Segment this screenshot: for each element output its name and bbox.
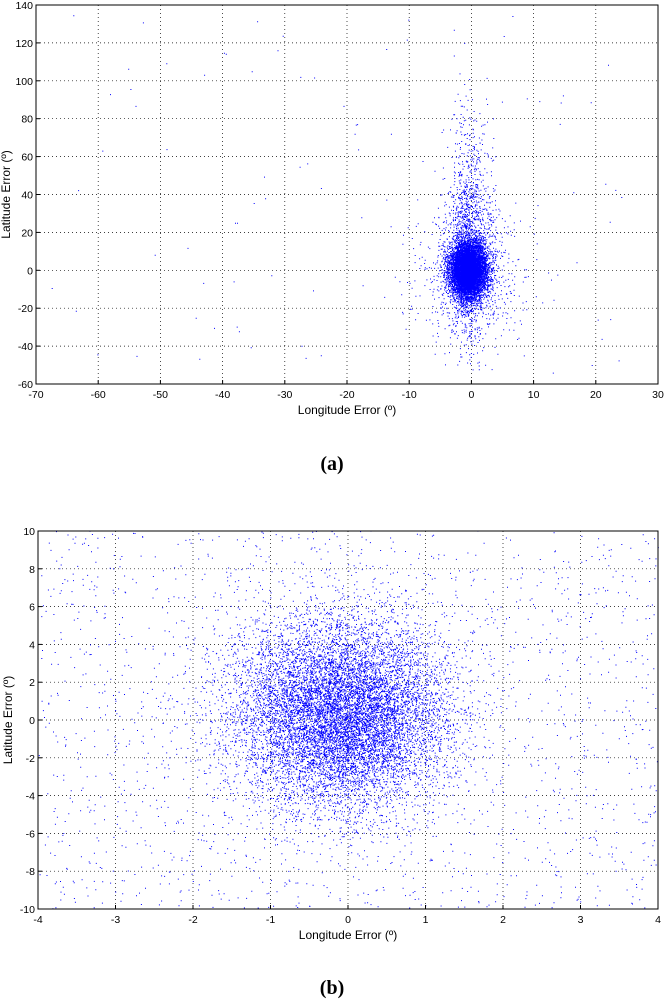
x-tick-label-b: 1 (423, 914, 429, 926)
grid-lines-b (38, 531, 658, 909)
y-tick-label-b: -8 (26, 866, 35, 878)
tick-labels-a: -70 -60 -50 -40 -30 -20 -10 0 10 20 30-60-40-20020… (15, 0, 664, 401)
scatter-point-set-b (38, 530, 659, 910)
y-tick-label-a: 120 (15, 38, 33, 50)
x-tick-label-a: 10 (528, 389, 540, 401)
y-tick-label-a: 140 (15, 0, 33, 12)
x-tick-label-a: -50 (153, 389, 168, 401)
x-tick-label-a: -60 (91, 389, 106, 401)
y-tick-label-a: -40 (18, 341, 33, 353)
x-tick-label-a: 30 (652, 389, 664, 401)
y-axis-label-a: Latitude Error (º) (0, 150, 13, 238)
y-tick-label-a: 80 (21, 114, 33, 126)
y-tick-label-a: 20 (21, 227, 33, 239)
y-tick-label-b: 6 (29, 602, 35, 614)
y-tick-label-b: 4 (29, 639, 35, 651)
y-tick-label-a: -60 (18, 379, 33, 391)
x-tick-label-b: 4 (655, 914, 661, 926)
x-tick-label-b: 0 (345, 914, 351, 926)
x-tick-label-a: -40 (215, 389, 230, 401)
y-tick-label-b: 2 (29, 677, 35, 689)
x-tick-label-a: 0 (468, 389, 474, 401)
x-tick-label-b: 2 (500, 914, 506, 926)
x-tick-label-b: -2 (188, 914, 197, 926)
panel-letter-b: b (326, 977, 337, 999)
panel-label-b: (b) (320, 977, 344, 999)
x-axis-label-a: Longitude Error (º) (298, 403, 396, 417)
scatter-points-b (38, 530, 659, 910)
x-tick-label-a: -70 (28, 389, 43, 401)
x-tick-label-a: 20 (590, 389, 602, 401)
panel-label-a: (a) (320, 453, 343, 475)
y-tick-label-a: -20 (18, 303, 33, 315)
scatter-panel-a: -70 -60 -50 -40 -30 -20 -10 0 10 20 30-60-40-20020… (0, 0, 664, 475)
x-axis-label-b: Longitude Error (º) (299, 928, 397, 942)
x-tick-label-a: -10 (402, 389, 417, 401)
y-tick-label-b: 8 (29, 564, 35, 576)
y-tick-label-b: -10 (20, 904, 35, 916)
y-tick-label-a: 0 (27, 265, 33, 277)
y-tick-label-b: -4 (26, 791, 35, 803)
x-tick-label-b: -1 (266, 914, 275, 926)
scatter-point-set-a (51, 15, 623, 374)
scatter-points-a (51, 15, 623, 374)
y-tick-label-a: 60 (21, 152, 33, 164)
y-axis-label-b: Latitude Error (º) (1, 676, 15, 764)
x-tick-label-b: 3 (578, 914, 584, 926)
y-tick-label-b: 0 (29, 715, 35, 727)
x-tick-label-a: -20 (339, 389, 354, 401)
y-tick-label-b: 10 (23, 526, 35, 538)
y-tick-label-b: -6 (26, 828, 35, 840)
x-tick-label-b: -3 (111, 914, 120, 926)
panel-letter-a: a (327, 453, 337, 475)
x-tick-label-a: -30 (277, 389, 292, 401)
y-tick-label-b: -2 (26, 753, 35, 765)
y-tick-label-a: 40 (21, 190, 33, 202)
x-tick-label-b: -4 (33, 914, 42, 926)
y-tick-label-a: 100 (15, 76, 33, 88)
